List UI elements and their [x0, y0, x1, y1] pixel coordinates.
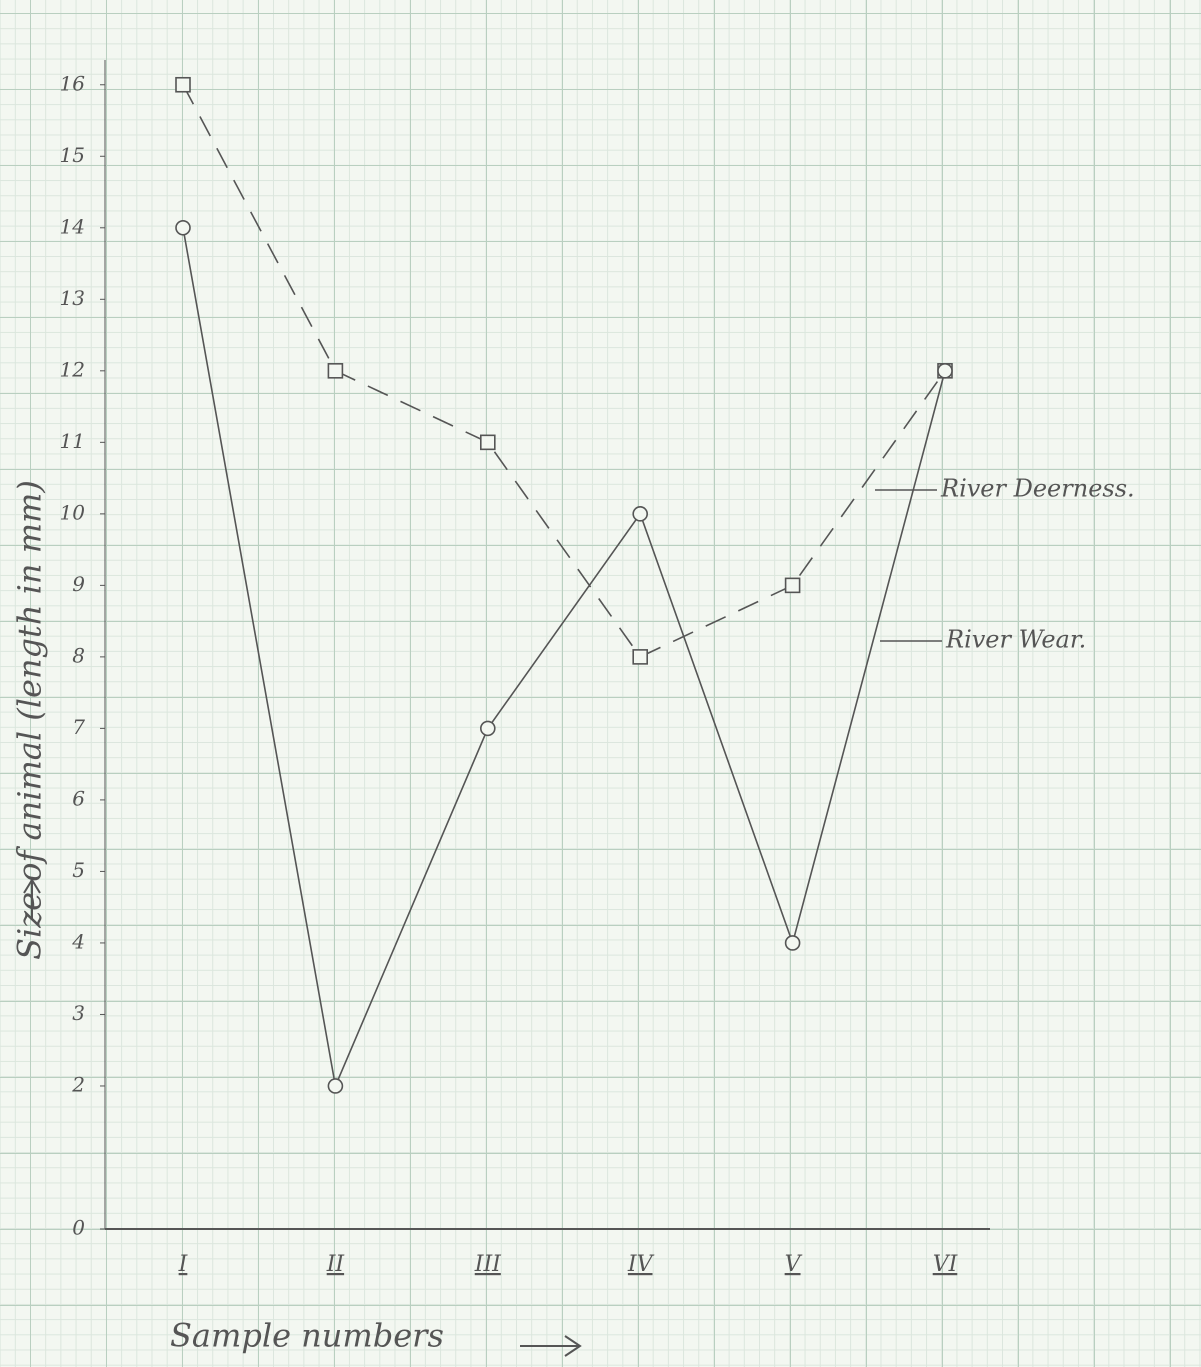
y-tick-label: 7 — [72, 715, 85, 739]
y-tick-label: 15 — [60, 143, 85, 167]
x-tick-label: I — [178, 1252, 189, 1277]
y-tick-label: 3 — [72, 1001, 85, 1025]
y-tick-label: 9 — [72, 572, 85, 596]
data-point — [175, 76, 191, 93]
x-arrow — [520, 1335, 582, 1357]
y-tick-label: 10 — [60, 500, 86, 524]
series-annotation: River Wear. — [945, 626, 1086, 654]
y-tick-label: 12 — [60, 357, 85, 381]
data-point — [784, 577, 801, 594]
data-point — [632, 649, 649, 665]
data-point — [784, 935, 801, 951]
y-tick-label: 16 — [60, 71, 86, 95]
data-point — [632, 506, 649, 522]
data-point — [175, 219, 191, 236]
y-tick-label: 5 — [72, 858, 85, 882]
data-point — [327, 363, 344, 379]
y-tick-label: 14 — [60, 214, 85, 238]
data-point — [479, 434, 496, 451]
y-axis-label: Size of animal (length in mm) — [11, 480, 49, 960]
y-tick-label: 4 — [71, 929, 85, 953]
x-tick-label: II — [326, 1252, 346, 1277]
y-tick-label: 0 — [72, 1216, 85, 1240]
x-axis-label: Sample numbers — [170, 1317, 444, 1355]
data-point — [937, 363, 953, 379]
y-tick-label: 6 — [72, 786, 85, 810]
data-point — [327, 1078, 344, 1094]
x-tick-label: V — [785, 1252, 803, 1277]
y-arrow — [23, 878, 41, 920]
y-tick-label: 11 — [60, 429, 85, 453]
series-line — [182, 227, 946, 1089]
data-point — [479, 720, 496, 737]
x-tick-label: IV — [627, 1252, 655, 1277]
series-line — [182, 84, 946, 658]
y-tick-label: 2 — [71, 1072, 85, 1096]
x-tick-label: VI — [933, 1252, 959, 1277]
y-tick-label: 8 — [72, 643, 85, 667]
series-annotation: River Deerness. — [940, 475, 1135, 503]
y-tick-label: 13 — [60, 286, 85, 310]
x-tick-label: III — [474, 1252, 502, 1277]
